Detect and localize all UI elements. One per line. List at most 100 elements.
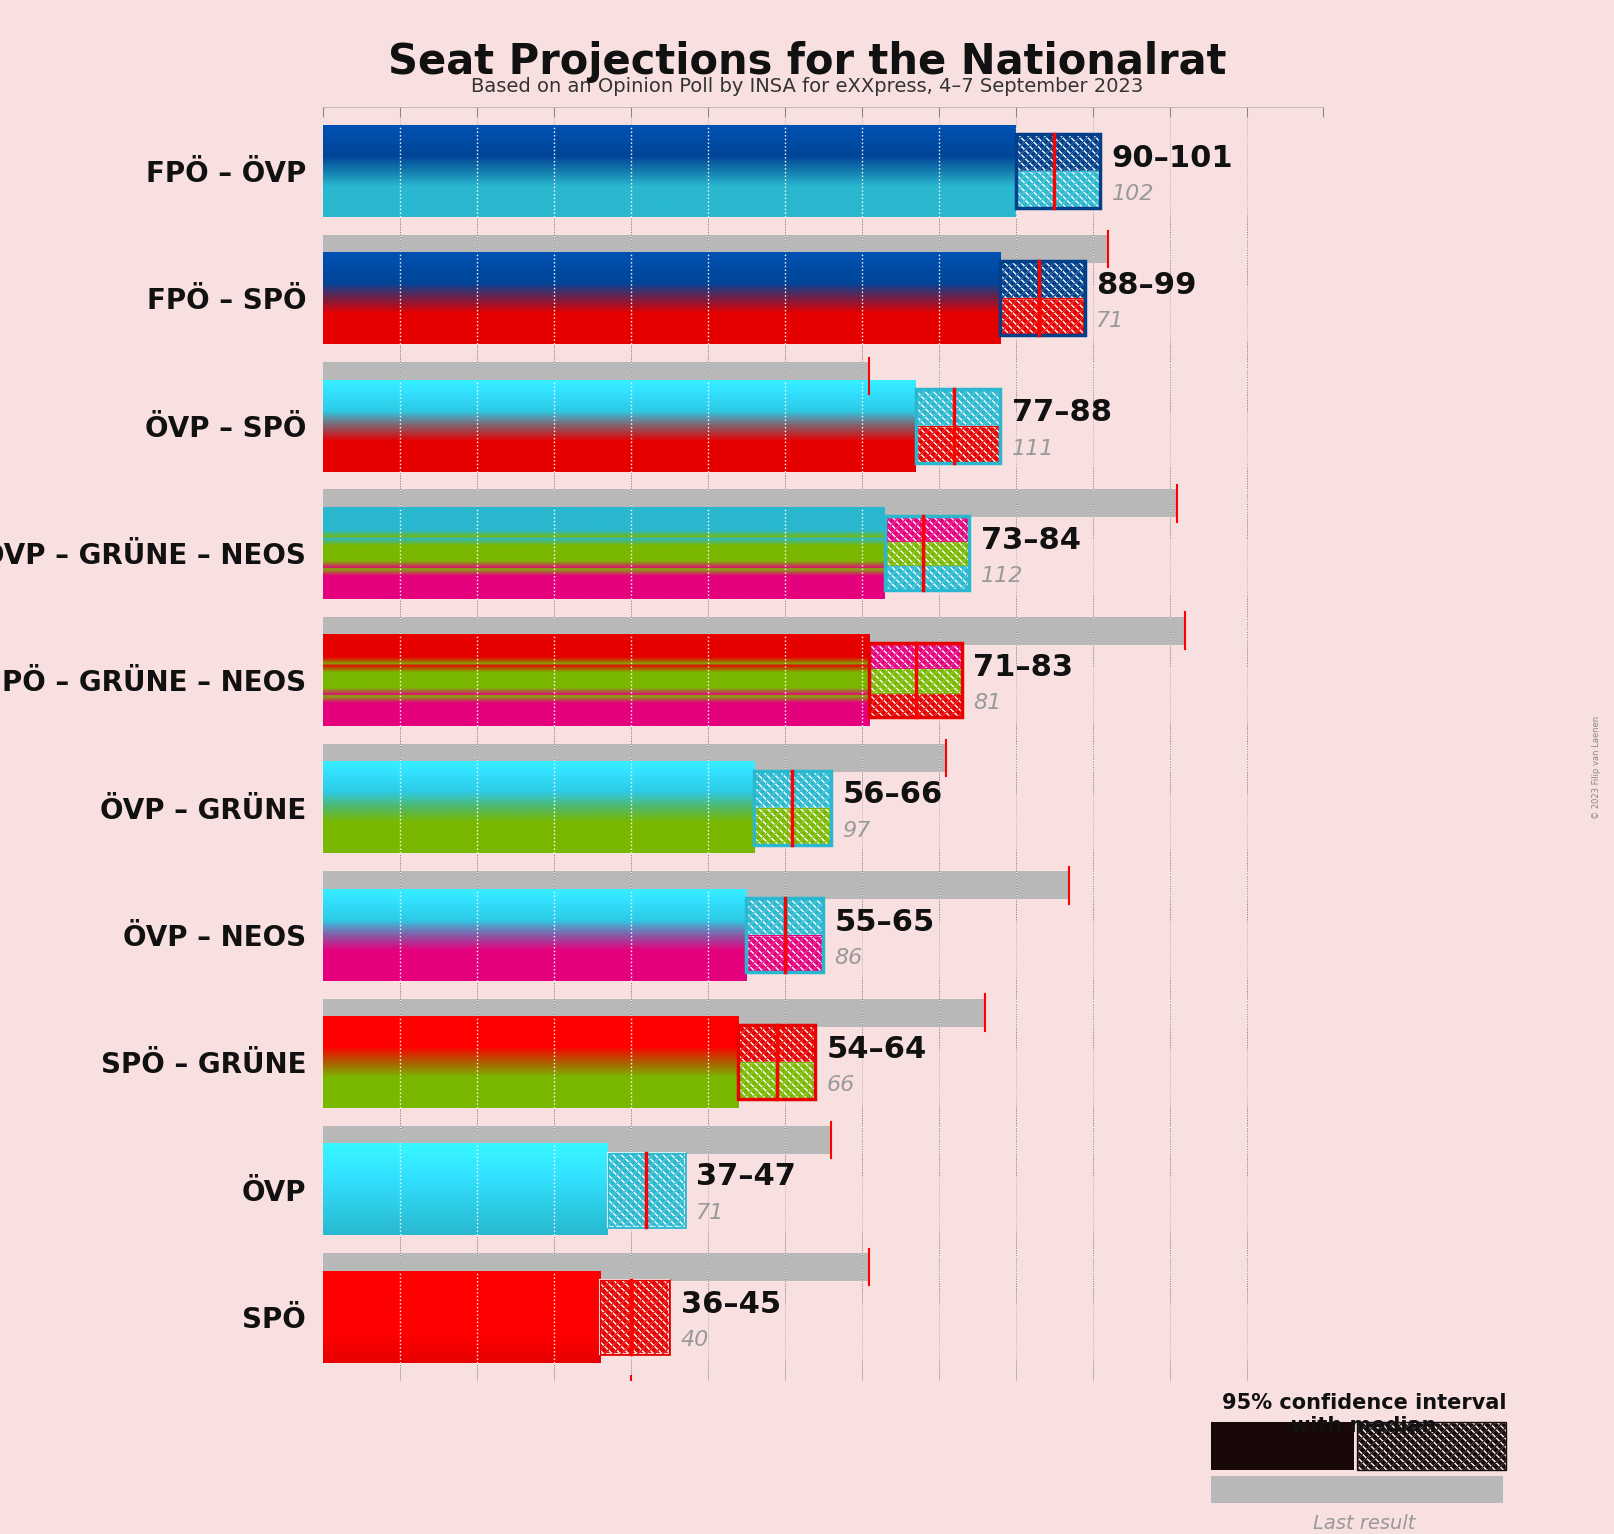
Bar [600,1279,670,1355]
Bar [915,388,1001,426]
Bar [884,515,970,540]
Bar [1001,261,1085,336]
Bar [884,540,970,566]
Bar [746,936,823,973]
Bar [1015,172,1101,209]
Bar [884,540,970,566]
Bar [739,1063,815,1100]
Bar [1357,1422,1506,1470]
Bar [754,770,831,808]
Bar [323,1381,631,1408]
Bar [884,515,970,591]
Bar [323,871,1070,899]
Text: 81: 81 [973,693,1002,713]
Bar [870,693,962,718]
Bar [607,1152,684,1227]
Text: 73–84: 73–84 [981,526,1081,555]
Bar [870,643,962,667]
Bar [1001,261,1085,299]
Bar [323,235,1107,262]
Bar [915,388,1001,426]
Text: 36–45: 36–45 [681,1290,781,1319]
Bar [1015,172,1101,209]
Bar [746,897,823,936]
Text: Seat Projections for the Nationalrat: Seat Projections for the Nationalrat [387,41,1227,83]
Text: 90–101: 90–101 [1112,144,1233,173]
Bar [1015,172,1101,209]
Text: 55–65: 55–65 [834,908,935,937]
Text: 37–47: 37–47 [696,1163,796,1192]
Bar [1357,1422,1506,1470]
Bar [1001,299,1085,336]
Bar [1015,133,1101,172]
Bar [884,566,970,591]
Bar [600,1279,670,1355]
Text: 56–66: 56–66 [843,781,943,810]
Bar [915,426,1001,463]
Bar [323,999,985,1026]
Bar [870,667,962,693]
Text: © 2023 Filip van Laenen: © 2023 Filip van Laenen [1591,715,1601,819]
Bar [884,515,970,540]
Bar [915,388,1001,426]
Bar [746,936,823,973]
Text: 95% confidence interval
with median: 95% confidence interval with median [1222,1393,1506,1436]
Text: 102: 102 [1112,184,1154,204]
Bar [746,897,823,973]
Bar [1001,261,1085,299]
Text: 111: 111 [1012,439,1054,459]
Bar [754,808,831,845]
Bar [1210,1422,1354,1470]
Text: 71: 71 [696,1203,725,1223]
Bar [323,617,1185,644]
Bar [870,643,962,718]
Bar [754,808,831,845]
Bar [754,770,831,808]
Bar [870,667,962,693]
Text: 88–99: 88–99 [1096,272,1198,301]
Bar [915,426,1001,463]
Bar [884,540,970,566]
Text: Last result: Last result [1312,1514,1415,1532]
Bar [607,1152,684,1227]
Bar [323,489,1177,517]
Bar [323,744,946,772]
Bar [870,693,962,718]
Text: 97: 97 [843,821,870,841]
Bar [884,566,970,591]
Text: 40: 40 [681,1330,709,1350]
Bar [870,693,962,718]
Text: 71: 71 [1096,311,1125,331]
Bar [323,1253,870,1281]
Bar [739,1025,815,1063]
Bar [739,1025,815,1063]
Bar [884,515,970,540]
Bar [746,936,823,973]
Text: 86: 86 [834,948,863,968]
Bar [739,1063,815,1100]
Text: 54–64: 54–64 [826,1035,926,1065]
Bar [1001,299,1085,336]
Bar [323,1126,831,1154]
Bar [754,808,831,845]
Bar [1015,133,1101,172]
Bar [600,1279,670,1355]
Bar [1357,1422,1506,1470]
Text: 77–88: 77–88 [1012,399,1112,428]
Bar [1210,1476,1503,1503]
Bar [1015,133,1101,209]
Bar [870,643,962,667]
Bar [870,667,962,693]
Bar [754,770,831,845]
Bar [915,388,1001,463]
Bar [870,643,962,667]
Bar [1015,133,1101,172]
Bar [1001,299,1085,336]
Bar [607,1152,684,1227]
Text: 112: 112 [981,566,1023,586]
Bar [746,897,823,936]
Bar [884,566,970,591]
Bar [746,897,823,936]
Bar [754,770,831,808]
Text: Based on an Opinion Poll by INSA for eXXpress, 4–7 September 2023: Based on an Opinion Poll by INSA for eXX… [471,77,1143,95]
